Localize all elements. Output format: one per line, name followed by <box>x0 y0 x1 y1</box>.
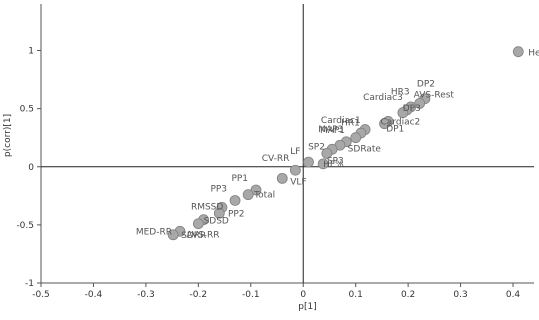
point-label: MED-RR <box>136 227 172 237</box>
point-label: DP2 <box>417 80 435 90</box>
data-point <box>250 184 262 196</box>
data-point <box>512 46 524 58</box>
point-label: Cardiac3 <box>363 93 403 103</box>
y-tick-label: -1 <box>25 279 34 289</box>
point-label: Total <box>253 191 275 201</box>
point-label: SP3 <box>327 156 344 166</box>
point-label: HF% <box>323 160 344 170</box>
x-tick-label: 0.4 <box>506 290 521 300</box>
point-label: AVS-RR <box>186 231 219 241</box>
data-point <box>242 189 254 201</box>
data-point <box>321 147 333 159</box>
point-label: CV-RR <box>262 154 290 164</box>
data-point <box>167 229 179 241</box>
point-label: Cardiac1 <box>321 116 361 126</box>
data-points <box>167 46 524 241</box>
x-tick-label: 0.1 <box>349 290 363 300</box>
point-label: VLF <box>290 177 306 187</box>
point-label: MAP1 <box>320 126 345 136</box>
y-tick-label: -0.5 <box>16 221 34 231</box>
point-label: Height <box>528 49 539 59</box>
data-point <box>350 132 362 144</box>
data-point <box>192 218 204 230</box>
point-labels: HeightDP2AVS-RestDP3Cardiac3HR3DP1Cardia… <box>136 49 539 241</box>
data-point <box>276 172 288 184</box>
point-label: DP1 <box>386 124 404 134</box>
x-tick-label: -0.2 <box>190 290 208 300</box>
data-point <box>213 207 225 219</box>
point-label: AVS-Rest <box>414 90 455 100</box>
point-label: SDRate <box>348 145 382 155</box>
x-tick-label: -0.1 <box>242 290 260 300</box>
point-label: HR3 <box>391 88 410 98</box>
point-label: DP3 <box>403 104 421 114</box>
y-tick-label: 1 <box>28 47 34 57</box>
point-label: LF <box>290 147 300 157</box>
point-label: PP2 <box>228 209 245 219</box>
y-tick-label: 0.5 <box>20 105 34 115</box>
data-point <box>303 156 314 168</box>
point-label: HR1 <box>341 119 360 129</box>
x-tick-label: 0.3 <box>453 290 467 300</box>
x-tick-label: -0.3 <box>137 290 155 300</box>
y-axis-label: p(corr)[1] <box>3 114 13 157</box>
point-label: PP3 <box>210 184 227 194</box>
point-label: RMSSD <box>191 202 223 212</box>
data-point <box>379 118 390 130</box>
axes: -0.5 -0.4 -0.3 -0.2 -0.1 0 0.1 0.2 0.3 0.4-1-0.50… <box>16 4 534 300</box>
point-label: Cardiac2 <box>381 118 421 128</box>
data-point <box>317 158 329 170</box>
point-label: PP1 <box>231 174 248 184</box>
x-tick-label: 0.2 <box>401 290 415 300</box>
point-label: SDRR <box>181 231 206 241</box>
data-point <box>397 107 409 119</box>
x-tick-label: -0.5 <box>32 290 50 300</box>
x-tick-label: 0 <box>300 290 306 300</box>
point-label: SP2 <box>308 142 325 152</box>
point-label: MAP3 <box>318 125 343 135</box>
data-point <box>289 164 301 176</box>
data-point <box>229 195 241 206</box>
point-label: SDSD <box>204 217 229 227</box>
x-axis-label: p[1] <box>298 302 316 312</box>
y-tick-label: 0 <box>28 163 34 173</box>
x-tick-label: -0.4 <box>85 290 103 300</box>
